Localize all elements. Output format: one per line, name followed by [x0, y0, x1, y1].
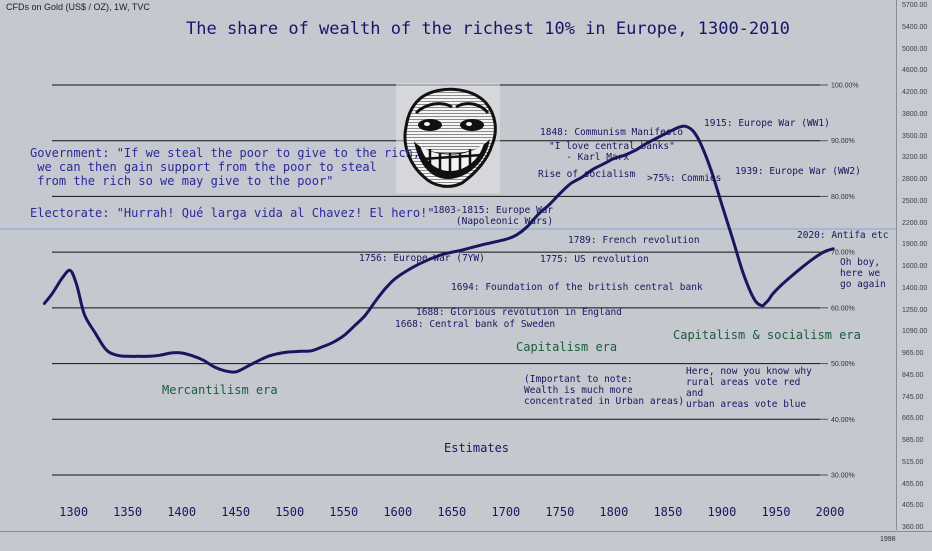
price-scale[interactable]: 5700.00 5400.00 5000.00 4600.00 4200.00 3800.…	[896, 0, 932, 531]
price-scale-label: 1400.00	[902, 284, 928, 292]
x-tick-label: 1550	[329, 505, 358, 519]
label-mercantilism-era: Mercantilism era	[162, 383, 278, 397]
price-scale-label: 1600.00	[902, 263, 928, 270]
price-scale-label: 965.00	[902, 350, 924, 357]
x-tick-label: 1300	[59, 505, 88, 519]
annotation-ww1: 1915: Europe War (WW1)	[704, 118, 830, 129]
price-scale-label: 5700.00	[902, 2, 928, 9]
x-tick-label: 1850	[653, 505, 682, 519]
x-tick-label: 1950	[762, 505, 791, 519]
price-scale-label: 2800.00	[902, 176, 928, 183]
label-estimates: Estimates	[444, 441, 510, 455]
price-scale-label: 4600.00	[902, 67, 928, 75]
price-scale-label: 3800.00	[902, 110, 928, 118]
series-line	[42, 124, 835, 374]
price-scale-label: 455.00	[902, 480, 924, 488]
annotation-rise-of-socialism: Rise of socialism	[538, 169, 636, 180]
annotation-ww2: 1939: Europe War (WW2)	[735, 166, 861, 177]
annotation-antifa: 2020: Antifa etc	[797, 230, 889, 241]
price-scale-label: 845.00	[902, 371, 924, 379]
x-tick-labels: 1300 1350 1400 1450 1500 1550 1600 1650 1700 1750…	[59, 505, 844, 519]
trollface-icon	[396, 83, 500, 193]
label-capitalism-era: Capitalism era	[516, 340, 618, 354]
price-scale-label: 585.00	[902, 437, 924, 444]
y-tick-label: 50.00%	[831, 361, 855, 368]
x-tick-label: 1350	[113, 505, 142, 519]
price-scale-label: 3500.00	[902, 132, 928, 140]
x-tick-label: 1700	[491, 505, 520, 519]
y-tick-label: 40.00%	[831, 417, 855, 424]
annotation-glorious-revolution: 1688: Glorious revolution in England	[416, 307, 622, 318]
y-tick-label: 30.00%	[831, 473, 855, 480]
annotation-napoleonic-wars: 1803-1815: Europe War (Napoleonic Wars)	[433, 205, 554, 227]
label-capitalism-socialism-era: Capitalism & socialism era	[673, 328, 861, 342]
price-scale-label: 5000.00	[902, 45, 928, 53]
x-tick-label: 1800	[599, 505, 628, 519]
x-tick-label: 1900	[707, 505, 736, 519]
x-tick-label: 1650	[437, 505, 466, 519]
annotation-french-revolution: 1789: French revolution	[568, 235, 700, 246]
price-scale-label: 360.00	[902, 524, 924, 531]
time-scale-year: 1998	[880, 536, 896, 543]
price-scale-label: 1090.00	[902, 328, 928, 336]
chart-title: The share of wealth of the richest 10% i…	[186, 19, 790, 39]
annotation-communism-manifesto: 1848: Communism Manifesto	[540, 127, 683, 138]
y-tick-label: 80.00%	[831, 194, 855, 201]
x-tick-label: 1450	[221, 505, 250, 519]
price-scale-label: 515.00	[902, 458, 924, 466]
price-scale-label: 1900.00	[902, 241, 928, 249]
x-tick-label: 1500	[275, 505, 304, 519]
price-scale-label: 3200.00	[902, 154, 928, 162]
annotation-government-quote: Government: "If we steal the poor to giv…	[30, 146, 421, 188]
price-scale-label: 1250.00	[902, 306, 928, 314]
time-scale-bar[interactable]	[0, 531, 932, 551]
annotation-oh-boy: Oh boy, here we go again	[840, 257, 886, 290]
x-tick-label: 1400	[167, 505, 196, 519]
y-tick-label: 70.00%	[831, 250, 855, 257]
annotation-vote-note: Here, now you know why rural areas vote …	[686, 366, 812, 410]
price-scale-label: 2200.00	[902, 219, 928, 227]
price-scale-label: 4200.00	[902, 89, 928, 96]
price-scale-label: 745.00	[902, 393, 924, 401]
annotation-marx-quote: "I love central banks" - Karl Marx	[549, 141, 675, 163]
y-tick-labels: 30.00% 40.00% 50.00% 60.00% 70.00% 80.00% 90.0…	[831, 83, 859, 480]
annotation-electorate-quote: Electorate: "Hurrah! Qué larga vida al C…	[30, 206, 435, 220]
price-scale-label: 5400.00	[902, 23, 928, 31]
x-tick-label: 1750	[545, 505, 574, 519]
x-tick-label: 2000	[816, 505, 845, 519]
price-scale-label: 665.00	[902, 415, 924, 423]
annotation-british-central-bank: 1694: Foundation of the british central …	[451, 282, 703, 293]
annotation-urban-note: (Important to note: Wealth is much more …	[524, 374, 685, 407]
price-scale-label: 405.00	[902, 502, 924, 510]
symbol-header: CFDs on Gold (US$ / OZ), 1W, TVC	[6, 2, 150, 12]
x-tick-label: 1600	[383, 505, 412, 519]
y-tick-label: 60.00%	[831, 305, 855, 312]
y-tick-label: 100.00%	[831, 83, 859, 90]
y-tick-label: 90.00%	[831, 138, 855, 145]
annotation-seven-years-war: 1756: Europe War (7YW)	[359, 253, 485, 264]
annotation-sweden-central-bank: 1668: Central bank of Sweden	[395, 319, 556, 330]
annotation-commies: >75%: Commies	[647, 173, 722, 184]
annotation-us-revolution: 1775: US revolution	[540, 254, 649, 265]
price-scale-label: 2500.00	[902, 197, 928, 205]
